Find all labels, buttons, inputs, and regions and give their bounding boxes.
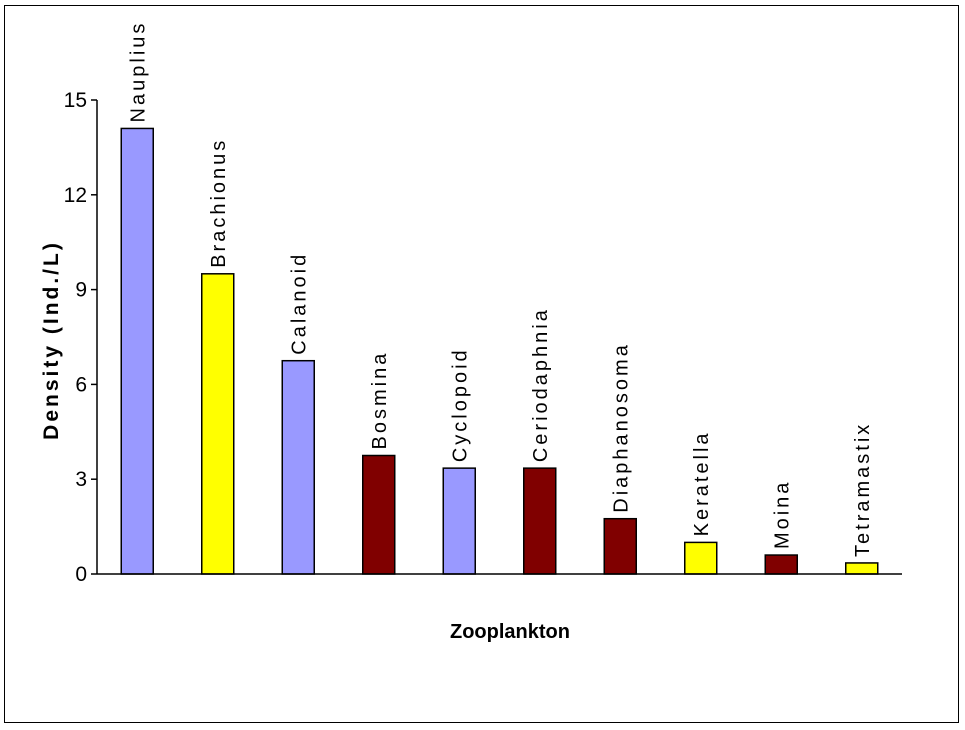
bar-cyclopoid (442, 467, 476, 575)
bar-bosmina (362, 454, 396, 575)
bar-ceriodaphnia (523, 467, 557, 575)
bar-nauplius (120, 127, 154, 575)
y-tick-label: 9 (75, 279, 87, 302)
category-label: Keratella (691, 430, 713, 536)
category-label: Moina (771, 480, 793, 549)
category-label: Ceriodaphnia (530, 307, 552, 462)
x-axis-title: Zooplankton (450, 621, 570, 643)
category-label: Nauplius (127, 21, 149, 123)
category-label: Brachionus (208, 138, 230, 268)
category-label: Bosmina (369, 351, 391, 450)
bar-tetramastix (845, 562, 879, 575)
category-label: Calanoid (288, 252, 310, 355)
y-axis: 0 3 6 9 12 15 (64, 89, 98, 586)
y-axis-title: Density (Ind./L) (40, 240, 63, 440)
category-label: Diaphanosoma (610, 342, 632, 513)
category-labels: Nauplius Brachionus Calanoid Bosmina Cyclopo… (127, 21, 874, 557)
y-tick-label: 12 (64, 184, 87, 207)
y-tick-label: 15 (64, 89, 87, 112)
y-tick-label: 0 (75, 563, 87, 586)
y-tick-label: 6 (75, 373, 87, 396)
chart-frame (4, 5, 959, 723)
category-label: Cyclopoid (449, 347, 471, 462)
bars-group (97, 127, 902, 575)
bar-diaphanosoma (603, 517, 637, 575)
y-tick-label: 3 (75, 468, 87, 491)
bar-moina (764, 554, 798, 575)
category-label: Tetramastix (852, 422, 874, 557)
bar-brachionus (201, 273, 235, 575)
bar-calanoid (281, 359, 315, 575)
bar-keratella (684, 541, 718, 575)
